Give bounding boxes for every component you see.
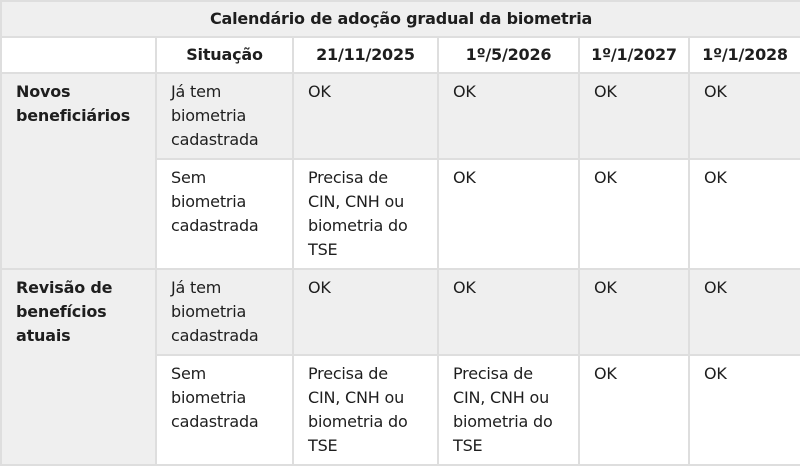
table-row: Sem biometria cadastrada Precisa de CIN,… xyxy=(1,158,800,270)
header-date: 1º/1/2028 xyxy=(687,36,800,74)
status-cell: OK xyxy=(578,268,690,356)
status-cell: OK xyxy=(292,72,439,160)
header-situacao: Situação xyxy=(155,36,294,74)
situacao-cell: Sem biometria cadastrada xyxy=(155,158,294,270)
situacao-cell: Já tem biometria cadastrada xyxy=(155,72,294,160)
status-cell: OK xyxy=(437,158,580,270)
header-date: 1º/1/2027 xyxy=(578,36,690,74)
table-title: Calendário de adoção gradual da biometri… xyxy=(0,0,800,38)
table-row: Revisão de benefícios atuais Já tem biom… xyxy=(0,268,800,466)
status-cell: OK xyxy=(578,354,690,466)
situacao-cell: Já tem biometria cadastrada xyxy=(155,268,294,356)
status-cell: OK xyxy=(437,268,580,356)
status-cell: Precisa de CIN, CNH ou biometria do TSE xyxy=(292,354,439,466)
header-date: 1º/5/2026 xyxy=(437,36,580,74)
status-cell: OK xyxy=(687,158,800,270)
group-label: Novos beneficiários xyxy=(0,72,157,270)
status-cell: OK xyxy=(687,354,800,466)
status-cell: OK xyxy=(578,72,690,160)
header-empty xyxy=(0,36,157,74)
status-cell: OK xyxy=(687,72,800,160)
status-cell: OK xyxy=(292,268,439,356)
status-cell: Precisa de CIN, CNH ou biometria do TSE xyxy=(437,354,580,466)
status-cell: OK xyxy=(687,268,800,356)
header-date: 21/11/2025 xyxy=(292,36,439,74)
status-cell: Precisa de CIN, CNH ou biometria do TSE xyxy=(292,158,439,270)
status-cell: OK xyxy=(437,72,580,160)
status-cell: OK xyxy=(578,158,690,270)
situacao-cell: Sem biometria cadastrada xyxy=(155,354,294,466)
group-label: Revisão de benefícios atuais xyxy=(0,268,157,466)
table-row: Novos beneficiários Já tem biometria cad… xyxy=(0,72,800,270)
